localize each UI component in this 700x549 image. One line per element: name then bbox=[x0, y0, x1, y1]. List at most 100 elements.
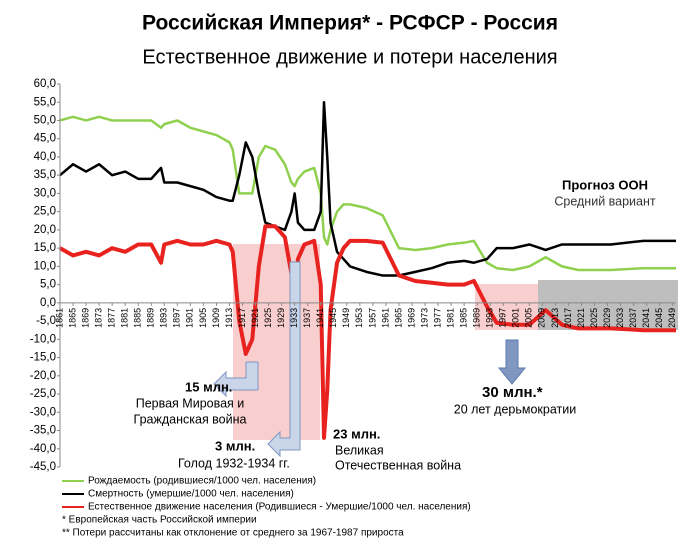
annotation: Великая bbox=[335, 443, 384, 457]
y-tick-label: 45,0 bbox=[34, 133, 56, 145]
x-tick-label: 1933 bbox=[289, 308, 299, 328]
x-tick-label: 2033 bbox=[615, 308, 625, 328]
y-tick-label: 10,0 bbox=[34, 260, 56, 272]
x-tick-label: 2009 bbox=[537, 308, 547, 328]
x-tick-label: 2005 bbox=[524, 308, 534, 328]
loss-shade bbox=[233, 244, 320, 440]
chart-subtitle: Естественное движение и потери населения bbox=[142, 46, 557, 68]
arrow bbox=[267, 261, 301, 458]
x-tick-label: 1909 bbox=[211, 308, 221, 328]
x-tick-label: 2029 bbox=[602, 308, 612, 328]
y-tick-label: -15,0 bbox=[30, 352, 56, 364]
annotation: 15 млн. bbox=[185, 379, 232, 394]
y-tick-label: -25,0 bbox=[30, 388, 56, 400]
annotation: 30 млн.* bbox=[482, 384, 543, 401]
x-tick-label: 1981 bbox=[445, 308, 455, 328]
x-tick-label: 1917 bbox=[237, 308, 247, 328]
annotation: 3 млн. bbox=[215, 438, 255, 453]
x-tick-label: 2013 bbox=[550, 308, 560, 328]
annotation: Прогноз ООН bbox=[562, 177, 648, 192]
x-tick-label: 1977 bbox=[432, 308, 442, 328]
legend-label: Рождаемость (родившиеся/1000 чел. населе… bbox=[88, 476, 316, 487]
x-tick-label: 1897 bbox=[172, 308, 182, 328]
y-tick-label: 15,0 bbox=[34, 242, 56, 254]
x-tick-label: 2017 bbox=[563, 308, 573, 328]
y-tick-label: 20,0 bbox=[34, 224, 56, 236]
x-tick-label: 1905 bbox=[198, 308, 208, 328]
arrows bbox=[213, 261, 527, 458]
annotation: Средний вариант bbox=[554, 194, 656, 208]
footnote: ** Потери рассчитаны как отклонение от с… bbox=[62, 528, 404, 539]
x-tick-label: 2001 bbox=[511, 308, 521, 328]
series-line bbox=[59, 115, 676, 272]
y-tick-label: 0,0 bbox=[40, 297, 56, 309]
annotation: Гражданская война bbox=[134, 412, 247, 426]
x-tick-label: 1889 bbox=[146, 308, 156, 328]
y-tick-label: 5,0 bbox=[40, 279, 56, 291]
x-tick-label: 1861 bbox=[54, 308, 64, 328]
x-tick-label: 1921 bbox=[250, 308, 260, 328]
x-tick-label: 1901 bbox=[185, 308, 195, 328]
x-tick-label: 1961 bbox=[380, 308, 390, 328]
x-tick-label: 1929 bbox=[276, 308, 286, 328]
x-tick-label: 2049 bbox=[667, 308, 677, 328]
x-tick-label: 2037 bbox=[628, 308, 638, 328]
x-tick-label: 1997 bbox=[498, 308, 508, 328]
y-tick-label: 35,0 bbox=[34, 169, 56, 181]
annotation: Голод 1932-1934 гг. bbox=[178, 456, 290, 470]
y-tick-label: -45,0 bbox=[30, 461, 56, 473]
x-tick-label: 1877 bbox=[107, 308, 117, 328]
legend-label: Естественное движение населения (Родивши… bbox=[88, 502, 471, 513]
x-tick-label: 1973 bbox=[419, 308, 429, 328]
annotation: Отечественная война bbox=[335, 458, 461, 472]
annotation: 20 лет дерьмократии bbox=[454, 402, 576, 416]
x-tick-label: 1989 bbox=[472, 308, 482, 328]
x-tick-label: 1913 bbox=[224, 308, 234, 328]
x-tick-label: 2045 bbox=[654, 308, 664, 328]
series-line bbox=[59, 224, 676, 440]
y-tick-label: -35,0 bbox=[30, 425, 56, 437]
x-tick-label: 1865 bbox=[67, 308, 77, 328]
x-tick-label: 2021 bbox=[576, 308, 586, 328]
y-tick-label: 30,0 bbox=[34, 187, 56, 199]
loss-shade bbox=[475, 284, 538, 330]
y-tick-label: -5,0 bbox=[36, 315, 56, 327]
x-tick-label: 1957 bbox=[367, 308, 377, 328]
y-tick-label: 40,0 bbox=[34, 151, 56, 163]
y-tick-label: 25,0 bbox=[34, 206, 56, 218]
footnote: * Европейская часть Российской империи bbox=[62, 515, 257, 526]
x-tick-label: 2041 bbox=[641, 308, 651, 328]
x-tick-label: 1969 bbox=[406, 308, 416, 328]
y-tick-label: -30,0 bbox=[30, 406, 56, 418]
x-tick-label: 1925 bbox=[263, 308, 273, 328]
x-tick-label: 1949 bbox=[341, 308, 351, 328]
y-tick-label: 55,0 bbox=[34, 96, 56, 108]
x-tick-label: 1893 bbox=[159, 308, 169, 328]
arrow bbox=[213, 361, 259, 398]
x-tick-label: 1945 bbox=[328, 308, 338, 328]
annotation: Первая Мировая и bbox=[136, 396, 245, 410]
y-tick-label: 50,0 bbox=[34, 115, 56, 127]
y-tick-label: -20,0 bbox=[30, 370, 56, 382]
x-tick-label: 1993 bbox=[485, 308, 495, 328]
chart-title: Российская Империя* - РСФСР - Россия bbox=[142, 12, 558, 35]
x-tick-label: 1953 bbox=[354, 308, 364, 328]
x-tick-label: 1873 bbox=[93, 308, 103, 328]
y-tick-label: 60,0 bbox=[34, 78, 56, 90]
series-line bbox=[59, 100, 676, 277]
y-tick-label: -10,0 bbox=[30, 333, 56, 345]
annotation: 23 млн. bbox=[333, 426, 380, 441]
x-tick-label: 1941 bbox=[315, 308, 325, 328]
x-tick-label: 1985 bbox=[459, 308, 469, 328]
x-tick-label: 1869 bbox=[80, 308, 90, 328]
legend-label: Смертность (умершие/1000 чел. населения) bbox=[88, 489, 294, 500]
x-tick-label: 1965 bbox=[393, 308, 403, 328]
x-tick-label: 1937 bbox=[302, 308, 312, 328]
arrow bbox=[497, 339, 527, 385]
x-tick-label: 1881 bbox=[120, 308, 130, 328]
x-tick-label: 2025 bbox=[589, 308, 599, 328]
y-tick-label: -40,0 bbox=[30, 443, 56, 455]
x-tick-label: 1885 bbox=[133, 308, 143, 328]
